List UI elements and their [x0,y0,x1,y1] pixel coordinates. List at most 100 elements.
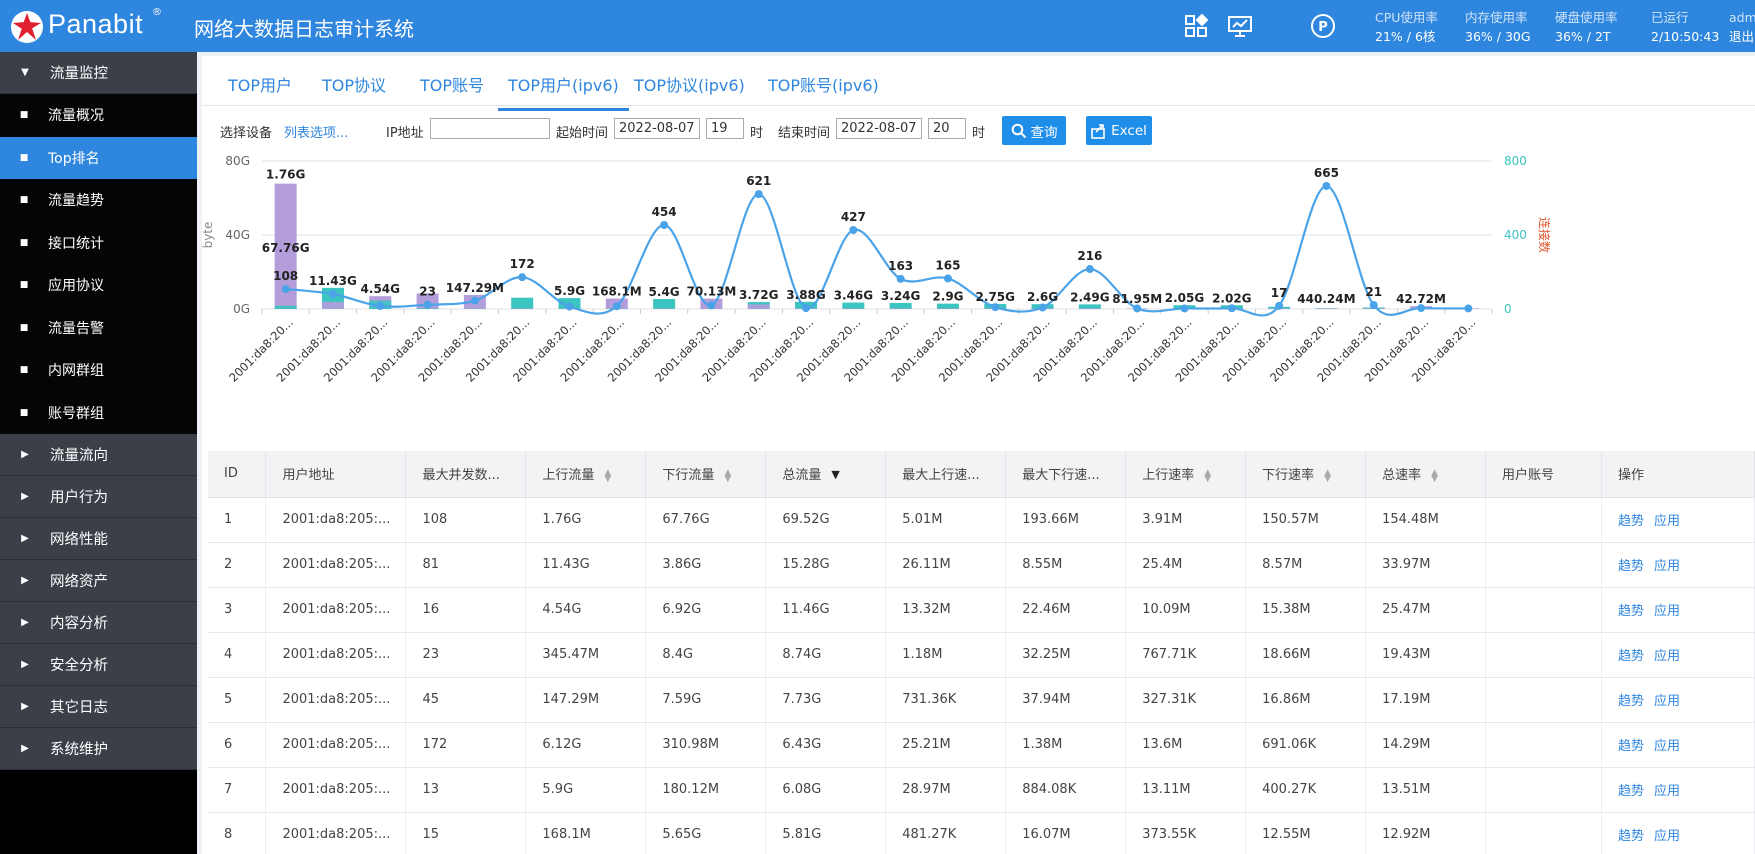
trend-link[interactable]: 趋势 [1617,514,1644,529]
sidebar-item[interactable]: ■ 接口统计 [0,221,197,264]
column-header[interactable]: 下行速率 ▲ ▼ [1245,451,1367,498]
table-cell: 25.21M [885,722,1007,768]
column-header[interactable]: 上行流量 ▲ ▼ [525,451,647,498]
line-point [376,302,385,311]
bar [274,183,297,309]
sidebar-group[interactable]: ▶ 流量流向 [0,434,197,476]
ip-input[interactable] [430,118,550,139]
app-link[interactable]: 应用 [1653,559,1680,574]
column-header[interactable]: 总速率 ▲ ▼ [1365,451,1487,498]
caret-right-icon: ▶ [21,449,29,460]
tab[interactable]: TOP协议 [322,76,387,95]
table-cell: 1.18M [885,632,1007,678]
sidebar-group[interactable]: ▶ 其它日志 [0,686,197,728]
data-label: 3.88G [786,288,825,302]
sidebar-group[interactable]: ▶ 网络资产 [0,560,197,602]
sort-icon[interactable]: ▲ ▼ [1204,467,1212,484]
app-link[interactable]: 应用 [1653,739,1680,754]
data-label: 621 [746,174,771,188]
line-point [1464,304,1473,313]
table-cell [1485,677,1602,723]
table-cell: 5.01M [885,497,1007,543]
tab[interactable]: TOP用户 [228,76,293,95]
table-cell: 22.46M [1005,587,1127,633]
trend-link[interactable]: 趋势 [1617,829,1644,844]
line-point [943,274,952,283]
sidebar-item[interactable]: ■ 流量趋势 [0,179,197,222]
table-cell: 5.81G [765,812,887,854]
sidebar-group[interactable]: ▶ 系统维护 [0,728,197,770]
bullet-icon: ■ [19,195,29,206]
sidebar-item[interactable]: ■ 账号群组 [0,391,197,434]
excel-export-button[interactable]: Excel [1086,116,1152,145]
start-date-input[interactable] [614,118,700,139]
column-header[interactable]: 总流量 ▼ [765,451,887,498]
trend-link[interactable]: 趋势 [1617,694,1644,709]
tab[interactable]: TOP账号 [420,76,485,95]
sort-icon[interactable]: ▲ ▼ [604,467,612,484]
table-cell: 6.12G [525,722,647,768]
table-cell: 1 [208,497,267,543]
trend-link[interactable]: 趋势 [1617,649,1644,664]
sidebar-group-traffic-monitor[interactable]: ▼ 流量监控 [0,52,197,94]
start-hour-input[interactable] [706,118,744,139]
uptime-stat: 已运行 2/10:50:43 [1651,10,1720,44]
user-logout[interactable]: adm 退出 [1729,10,1755,44]
sidebar-item[interactable]: ■ 应用协议 [0,264,197,307]
logo: Panabit ® [0,0,176,52]
column-header[interactable]: 下行流量 ▲ ▼ [645,451,767,498]
column-header[interactable]: 上行速率 ▲ ▼ [1125,451,1247,498]
sidebar-item[interactable]: ■ Top排名 [0,136,197,179]
sidebar-item[interactable]: ■ 流量概况 [0,94,197,137]
bar [653,299,676,309]
table-row: 6 2001:da8:205:... 172 6.12G 310.98M 6.43G 25.… [208,722,1755,768]
device-select-link[interactable]: 列表选项... [284,126,349,141]
y2-tick-label: 0 [1504,302,1512,316]
table-cell: 2001:da8:205:... [265,497,407,543]
trend-link[interactable]: 趋势 [1617,604,1644,619]
bar [1078,304,1101,309]
sidebar-group[interactable]: ▶ 用户行为 [0,476,197,518]
table-cell: 691.06K [1245,722,1367,768]
trend-link[interactable]: 趋势 [1617,784,1644,799]
sidebar-group[interactable]: ▶ 内容分析 [0,602,197,644]
app-link[interactable]: 应用 [1653,694,1680,709]
row-actions: 趋势 应用 [1601,767,1755,813]
trend-link[interactable]: 趋势 [1617,739,1644,754]
monitor-icon[interactable] [1226,12,1254,40]
sidebar-group[interactable]: ▶ 安全分析 [0,644,197,686]
app-link[interactable]: 应用 [1653,784,1680,799]
app-link[interactable]: 应用 [1653,829,1680,844]
sidebar-group[interactable]: ▶ 网络性能 [0,518,197,560]
data-label: 4.54G [361,282,400,296]
sort-icon[interactable]: ▼ [831,468,840,482]
trend-link[interactable]: 趋势 [1617,559,1644,574]
app-link[interactable]: 应用 [1653,604,1680,619]
sort-icon[interactable]: ▲ ▼ [1431,467,1439,484]
traffic-chart: 80G 40G 0G 800 400 0 byte 连接数 1.76G 67.76G 108 11.4… [201,152,1755,442]
panabit-logo-icon [11,11,43,43]
app-link[interactable]: 应用 [1653,514,1680,529]
sidebar-group-label: 系统维护 [50,742,108,758]
tab[interactable]: TOP协议(ipv6) [634,76,745,95]
line-point [849,226,858,235]
dashboard-icon[interactable] [1182,12,1210,40]
app-link[interactable]: 应用 [1653,649,1680,664]
sort-icon[interactable]: ▲ ▼ [724,467,732,484]
ip-label: IP地址 [386,126,424,141]
y2-tick-label: 400 [1504,228,1527,242]
panabit-p-icon[interactable]: P [1309,12,1337,40]
tab[interactable]: TOP账号(ipv6) [768,76,879,95]
sidebar-item[interactable]: ■ 流量告警 [0,306,197,349]
query-button[interactable]: 查询 [1002,116,1066,145]
line-point [1133,304,1142,313]
line-point [1322,181,1331,190]
end-date-input[interactable] [836,118,922,139]
line-point [518,273,527,282]
sidebar-item[interactable]: ■ 内网群组 [0,349,197,392]
table-cell [1485,587,1602,633]
tab[interactable]: TOP用户(ipv6) [498,72,629,111]
end-hour-input[interactable] [928,118,966,139]
sort-icon[interactable]: ▲ ▼ [1324,467,1332,484]
sidebar-group-label: 流量流向 [50,448,108,464]
